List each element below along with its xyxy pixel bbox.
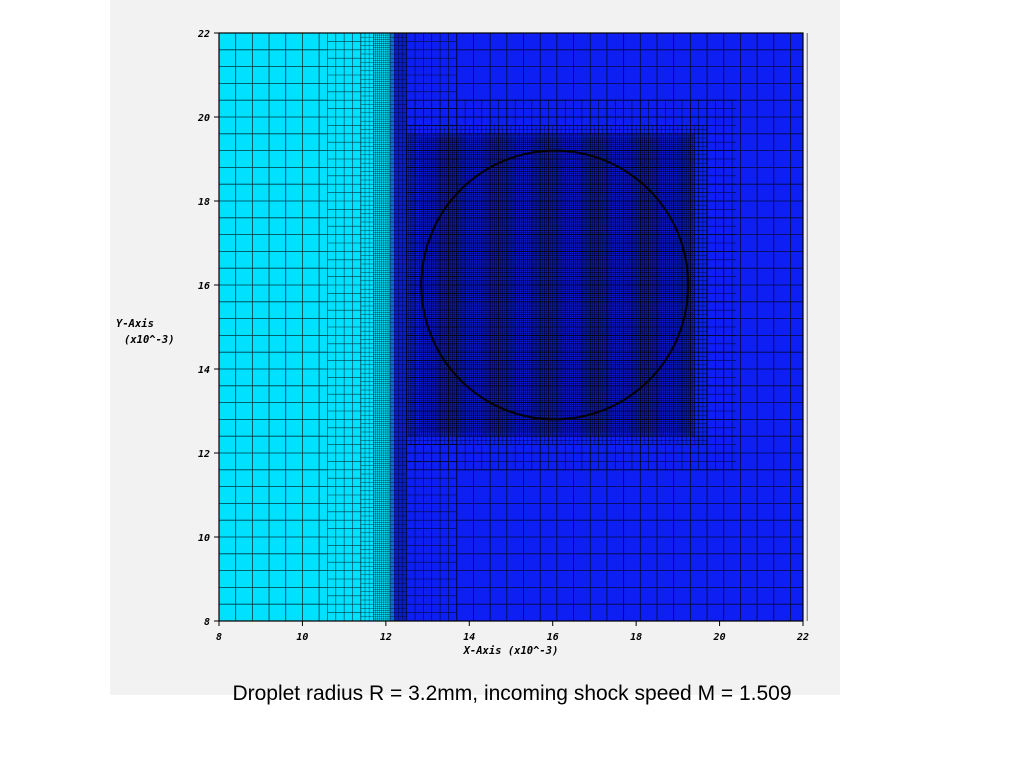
mesh-level-2 bbox=[360, 32, 374, 622]
y-tick-label: 8 bbox=[204, 617, 210, 628]
figure-caption: Droplet radius R = 3.2mm, incoming shock… bbox=[232, 682, 792, 705]
y-axis-label: Y-Axis bbox=[116, 318, 154, 330]
x-tick-label: 14 bbox=[463, 632, 475, 643]
mesh-grid bbox=[218, 32, 808, 622]
x-tick-label: 8 bbox=[216, 632, 222, 643]
y-axis-units-label: (x10^-3) bbox=[124, 334, 175, 346]
x-axis-ticks: 8 10 12 14 16 18 20 22 bbox=[216, 621, 809, 643]
mesh-level-1 bbox=[327, 32, 362, 622]
mesh-level-9 bbox=[406, 133, 695, 437]
mesh-plot: 8 10 12 14 16 18 20 22 8 10 12 14 16 18 20 22 X-Axis (… bbox=[116, 29, 809, 657]
plot-frame bbox=[218, 32, 804, 622]
y-tick-label: 22 bbox=[197, 29, 210, 40]
y-axis-ticks: 8 10 12 14 16 18 20 22 bbox=[197, 29, 219, 628]
y-tick-label: 10 bbox=[198, 533, 210, 544]
x-tick-label: 20 bbox=[713, 632, 726, 643]
y-tick-label: 18 bbox=[198, 197, 210, 208]
mesh-level-4 bbox=[389, 32, 407, 622]
y-tick-label: 16 bbox=[198, 281, 210, 292]
y-tick-label: 12 bbox=[198, 449, 210, 460]
y-tick-label: 14 bbox=[198, 365, 210, 376]
mesh-level-3 bbox=[373, 32, 391, 622]
x-tick-label: 12 bbox=[380, 632, 392, 643]
y-tick-label: 20 bbox=[197, 113, 210, 124]
figure-panel: 8 10 12 14 16 18 20 22 8 10 12 14 16 18 20 22 X-Axis (… bbox=[110, 0, 840, 695]
droplet-outline bbox=[420, 149, 690, 421]
x-axis-label: X-Axis (x10^-3) bbox=[463, 645, 559, 657]
x-tick-label: 10 bbox=[296, 632, 308, 643]
x-tick-label: 18 bbox=[630, 632, 642, 643]
x-tick-label: 22 bbox=[796, 632, 809, 643]
droplet-circle bbox=[420, 149, 690, 421]
x-tick-label: 16 bbox=[547, 632, 559, 643]
